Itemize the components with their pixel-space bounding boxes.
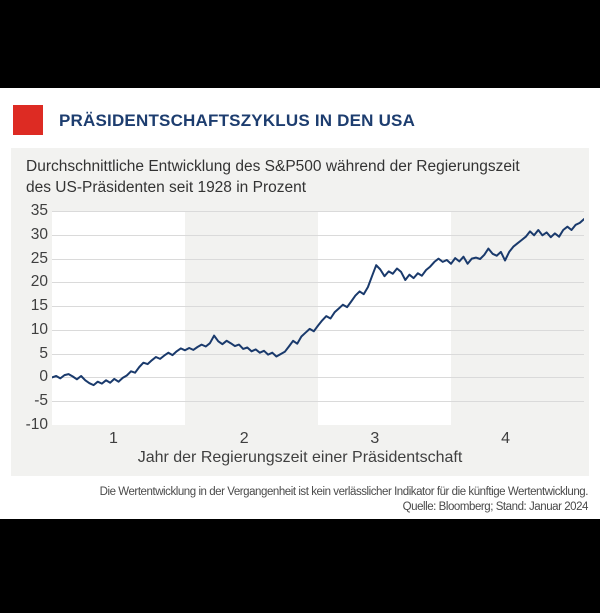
y-tick-label: 20: [30, 273, 48, 291]
x-tick-label: 1: [108, 430, 118, 447]
y-tick-label: -10: [25, 416, 48, 433]
y-tick-label: 15: [30, 297, 48, 315]
y-tick-label: 30: [30, 225, 48, 243]
year-band: [451, 211, 584, 425]
chart-subtitle-line2: des US-Präsidenten seit 1928 in Prozent: [26, 179, 307, 196]
x-tick-label: 3: [370, 430, 380, 447]
chart-svg: [51, 211, 585, 426]
page-title: PRÄSIDENTSCHAFTSZYKLUS IN DEN USA: [59, 111, 416, 130]
year-band: [318, 211, 451, 425]
chart-subtitle: Durchschnittliche Entwicklung des S&P500…: [26, 156, 520, 198]
y-tick-label: 0: [39, 368, 48, 386]
source-text: Quelle: Bloomberg; Stand: Januar 2024: [402, 501, 589, 513]
sp500-average-line: [51, 218, 585, 387]
y-tick-label: 10: [30, 320, 48, 338]
x-axis-title: Jahr der Regierungszeit einer Präsidents…: [137, 449, 463, 466]
x-tick-label: 4: [501, 430, 511, 447]
y-tick-label: 5: [39, 344, 48, 362]
year-band: [185, 211, 318, 425]
chart-subtitle-line1: Durchschnittliche Entwicklung des S&P500…: [26, 158, 520, 175]
year-band: [52, 211, 185, 425]
bottom-black-bar: [0, 519, 600, 613]
y-tick-label: 35: [30, 202, 48, 219]
chart-panel: Durchschnittliche Entwicklung des S&P500…: [11, 148, 589, 476]
y-tick-label: -5: [34, 392, 48, 410]
disclaimer-text: Die Wertentwicklung in der Vergangenheit…: [99, 486, 589, 498]
x-tick-label: 2: [239, 430, 249, 447]
top-black-bar: [0, 0, 600, 88]
y-tick-label: 25: [30, 249, 48, 267]
brand-accent-square-icon: [13, 105, 43, 135]
plot-area: [51, 211, 585, 426]
